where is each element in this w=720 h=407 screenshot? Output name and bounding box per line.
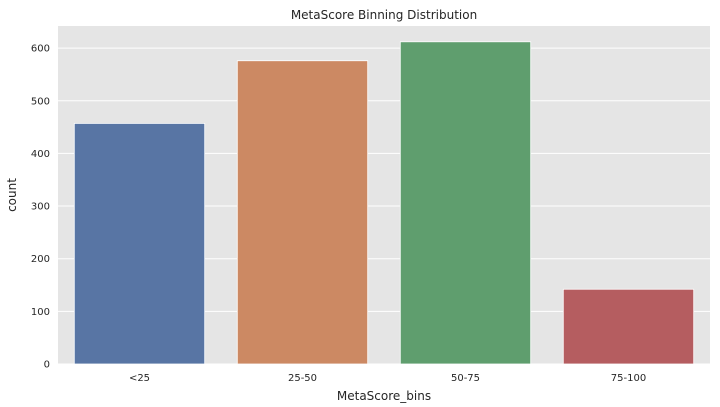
y-tick-label: 100	[31, 307, 50, 318]
bar-1	[73, 122, 206, 365]
y-tick-label: 300	[31, 202, 50, 213]
y-axis-label: count	[5, 178, 19, 212]
x-axis-label: MetaScore_bins	[337, 389, 431, 403]
y-tick-label: 400	[31, 149, 50, 160]
x-tick-label: <25	[129, 373, 150, 384]
x-tick-label: 50-75	[451, 373, 480, 384]
y-tick-label: 500	[31, 96, 50, 107]
bar-3	[399, 41, 532, 365]
y-tick-label: 200	[31, 254, 50, 265]
y-axis-ticks: 0 100 200 300 400 500 600	[31, 44, 50, 371]
bar-4	[562, 288, 695, 365]
chart-title: MetaScore Binning Distribution	[291, 8, 477, 22]
y-tick-label: 0	[44, 360, 50, 371]
bar-2	[236, 60, 369, 365]
x-tick-label: 25-50	[288, 373, 317, 384]
bars	[73, 41, 695, 365]
x-tick-label: 75-100	[611, 373, 646, 384]
y-tick-label: 600	[31, 44, 50, 55]
x-axis-ticks: <25 25-50 50-75 75-100	[129, 373, 646, 384]
